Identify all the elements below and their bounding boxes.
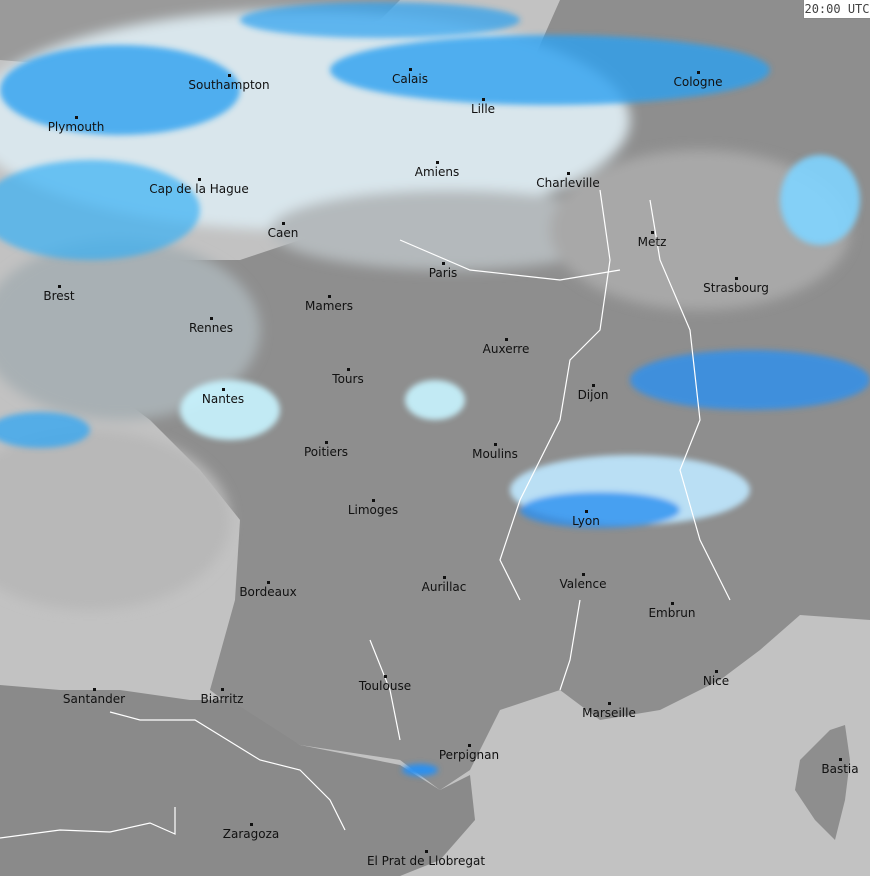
city-label: Cologne <box>673 75 723 89</box>
city-label: Caen <box>267 226 299 240</box>
city-marker <box>198 178 201 181</box>
city-label: Brest <box>43 289 75 303</box>
borders <box>0 189 731 839</box>
city-marker <box>267 581 270 584</box>
city-label: Paris <box>428 266 458 280</box>
city-label: Limoges <box>347 503 399 517</box>
city-label: Plymouth <box>47 120 105 134</box>
city-label: Amiens <box>414 165 460 179</box>
city-marker <box>221 688 224 691</box>
city-marker <box>651 231 654 234</box>
city-label: Biarritz <box>200 692 244 706</box>
city-marker <box>468 744 471 747</box>
city-marker <box>735 277 738 280</box>
city-marker <box>425 850 428 853</box>
city-marker <box>505 338 508 341</box>
city-label: Lyon <box>572 514 600 528</box>
city-marker <box>443 576 446 579</box>
city-label: Zaragoza <box>222 827 280 841</box>
city-label: Nantes <box>201 392 245 406</box>
land-corsica <box>795 725 850 840</box>
city-marker <box>442 262 445 265</box>
city-label: Calais <box>391 72 429 86</box>
city-label: Poitiers <box>303 445 349 459</box>
city-label: Santander <box>62 692 126 706</box>
city-label: Moulins <box>472 447 518 461</box>
city-label: Charleville <box>536 176 600 190</box>
precipitation-layer <box>0 2 870 776</box>
city-label: Embrun <box>648 606 696 620</box>
city-label: Aurillac <box>421 580 467 594</box>
city-marker <box>222 388 225 391</box>
city-label: Marseille <box>582 706 636 720</box>
land-spain <box>0 685 475 876</box>
city-label: Perpignan <box>438 748 500 762</box>
city-marker <box>592 384 595 387</box>
city-marker <box>697 71 700 74</box>
city-marker <box>328 295 331 298</box>
city-marker <box>585 510 588 513</box>
city-marker <box>93 688 96 691</box>
city-marker <box>372 499 375 502</box>
timestamp: 20:00 UTC <box>803 0 870 19</box>
city-label: Metz <box>637 235 667 249</box>
city-marker <box>715 670 718 673</box>
city-marker <box>494 443 497 446</box>
city-label: Mamers <box>305 299 353 313</box>
city-label: Dijon <box>577 388 609 402</box>
city-label: Southampton <box>188 78 270 92</box>
city-marker <box>58 285 61 288</box>
city-label: Valence <box>559 577 607 591</box>
city-marker <box>210 317 213 320</box>
city-label: Bastia <box>821 762 859 776</box>
city-label: Bordeaux <box>239 585 297 599</box>
city-label: Cap de la Hague <box>149 182 249 196</box>
city-marker <box>671 602 674 605</box>
city-label: Lille <box>470 102 496 116</box>
city-marker <box>228 74 231 77</box>
city-marker <box>567 172 570 175</box>
city-marker <box>250 823 253 826</box>
city-marker <box>347 368 350 371</box>
city-label: Nice <box>702 674 730 688</box>
city-marker <box>409 68 412 71</box>
city-marker <box>282 222 285 225</box>
city-marker <box>582 573 585 576</box>
city-label: Toulouse <box>358 679 412 693</box>
city-marker <box>325 441 328 444</box>
city-label: Rennes <box>188 321 234 335</box>
city-label: El Prat de Llobregat <box>366 854 486 868</box>
city-label: Auxerre <box>482 342 530 356</box>
city-label: Tours <box>332 372 364 386</box>
city-marker <box>436 161 439 164</box>
city-label: Strasbourg <box>703 281 769 295</box>
city-marker <box>482 98 485 101</box>
city-marker <box>384 675 387 678</box>
city-marker <box>75 116 78 119</box>
city-marker <box>608 702 611 705</box>
city-marker <box>839 758 842 761</box>
